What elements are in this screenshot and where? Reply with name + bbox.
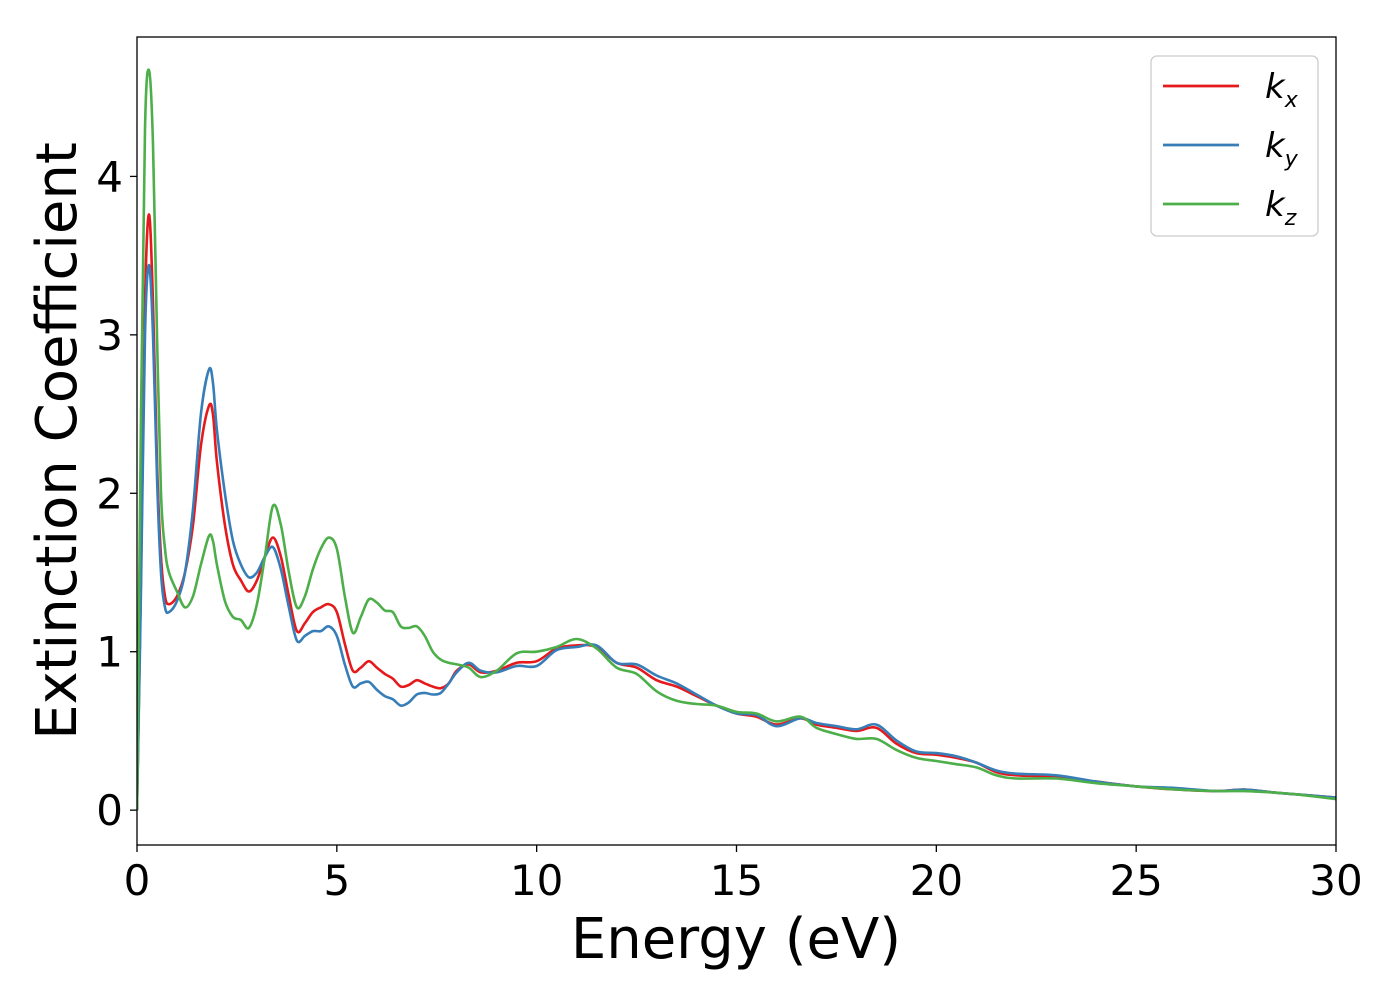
legend-label-y: ky [1265, 126, 1299, 172]
legend-label-z: kz [1265, 185, 1297, 231]
y-tick-label: 4 [96, 152, 123, 201]
legend-label-x: kx [1265, 67, 1299, 113]
x-tick-label: 30 [1309, 856, 1362, 905]
legend: kx ky kz [1150, 55, 1319, 237]
series-line-x [137, 213, 1336, 811]
y-tick-label: 3 [96, 311, 123, 360]
series-line-z [137, 68, 1336, 811]
x-tick-label: 10 [510, 856, 563, 905]
x-axis-ticks: 0 5 10 15 20 25 30 [124, 845, 1363, 905]
series-lines [137, 68, 1336, 811]
y-axis-title: Extinction Coefficient [25, 142, 90, 740]
x-tick-label: 15 [710, 856, 763, 905]
y-tick-label: 1 [96, 628, 123, 677]
x-axis-title: Energy (eV) [571, 907, 901, 972]
y-tick-label: 2 [96, 469, 123, 518]
x-tick-label: 0 [124, 856, 151, 905]
series-line-y [137, 263, 1336, 811]
x-tick-label: 5 [323, 856, 350, 905]
x-tick-label: 20 [910, 856, 963, 905]
x-tick-label: 25 [1109, 856, 1162, 905]
y-tick-label: 0 [96, 786, 123, 835]
y-axis-ticks: 0 1 2 3 4 [96, 152, 137, 835]
